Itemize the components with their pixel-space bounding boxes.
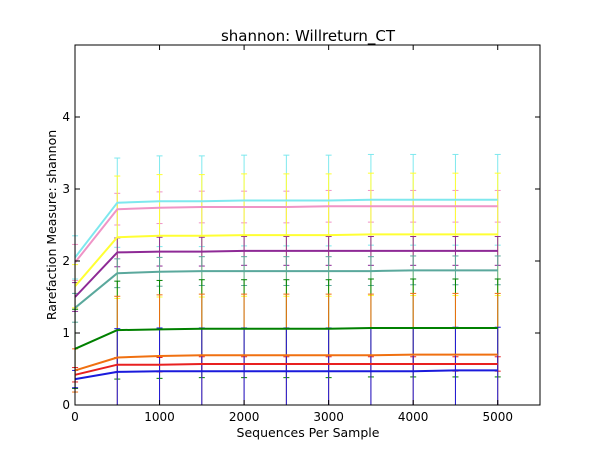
error-bar bbox=[198, 327, 205, 406]
y-tick-label: 4 bbox=[62, 110, 70, 124]
x-tick-label: 0 bbox=[71, 410, 79, 424]
y-tick-label: 3 bbox=[62, 182, 70, 196]
x-tick-label: 3000 bbox=[313, 410, 344, 424]
axis-ticks: 0 1000 2000 3000 4000 5000 0 1 2 3 4 bbox=[62, 45, 540, 424]
error-bar bbox=[241, 327, 248, 406]
error-bars bbox=[72, 153, 501, 406]
error-bar bbox=[452, 326, 459, 406]
error-bar bbox=[114, 328, 121, 406]
error-bar bbox=[283, 327, 290, 406]
error-bar bbox=[494, 326, 501, 406]
y-tick-label: 2 bbox=[62, 254, 70, 268]
error-bar bbox=[410, 327, 417, 406]
error-bar bbox=[325, 327, 332, 406]
x-axis-label: Sequences Per Sample bbox=[237, 425, 380, 440]
series-line-4 bbox=[74, 249, 498, 298]
series-line-2 bbox=[74, 205, 498, 264]
series-line-1 bbox=[74, 198, 498, 259]
x-tick-label: 1000 bbox=[144, 410, 175, 424]
chart-title: shannon: Willreturn_CT bbox=[221, 27, 396, 46]
error-bar bbox=[156, 327, 163, 406]
y-axis-label: Rarefaction Measure: shannon bbox=[44, 130, 59, 320]
error-bar bbox=[367, 327, 374, 406]
series-line-3 bbox=[74, 233, 498, 287]
series-lines bbox=[74, 198, 498, 381]
series-line-5 bbox=[74, 269, 498, 309]
series-line-7 bbox=[74, 353, 498, 372]
series-line-8 bbox=[74, 363, 498, 376]
plot-frame bbox=[74, 44, 541, 406]
x-tick-label: 2000 bbox=[229, 410, 260, 424]
y-tick-label: 0 bbox=[62, 398, 70, 412]
series-line-9 bbox=[74, 369, 498, 381]
series-line-6 bbox=[74, 327, 498, 350]
x-tick-label: 4000 bbox=[398, 410, 429, 424]
y-tick-label: 1 bbox=[62, 326, 70, 340]
x-tick-label: 5000 bbox=[482, 410, 513, 424]
